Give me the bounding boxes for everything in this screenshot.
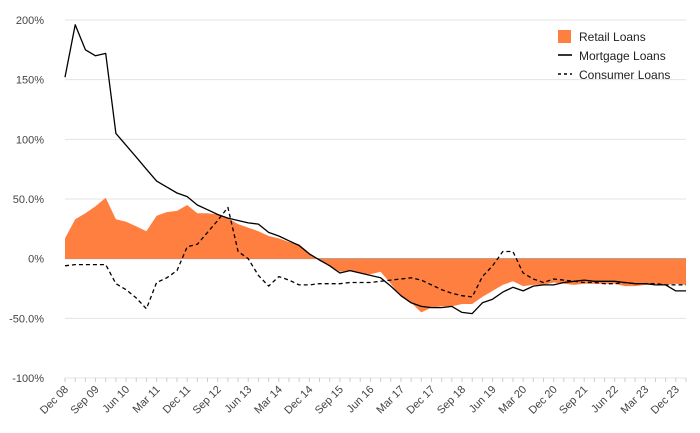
legend-label-retail-loans: Retail Loans: [579, 30, 646, 44]
y-tick-label: -100%: [12, 373, 44, 385]
x-tick-label: Sep 09: [69, 384, 102, 417]
x-tick-label: Dec 17: [404, 384, 437, 417]
x-tick-label: Sep 18: [435, 384, 468, 417]
y-tick-label: 150%: [16, 75, 44, 87]
x-tick-label: Dec 23: [649, 384, 682, 417]
legend: Retail Loans Mortgage Loans Consumer Loa…: [558, 30, 670, 82]
legend-label-consumer-loans: Consumer Loans: [579, 68, 670, 82]
x-tick-label: Mar 20: [497, 384, 530, 417]
x-tick-label: Sep 15: [313, 384, 346, 417]
x-tick-label: Mar 23: [619, 384, 652, 417]
series-line-mortgage-loans: [64, 24, 686, 315]
x-tick-label: Dec 11: [161, 384, 194, 417]
x-tick-label: Jun 10: [100, 384, 132, 416]
x-tick-label: Mar 14: [252, 384, 285, 417]
x-tick-label: Dec 14: [282, 384, 315, 417]
x-tick-label: Dec 08: [38, 384, 71, 417]
y-axis: 200% 150% 100% 50.0% 0% -50.0% -100%: [9, 15, 44, 385]
series-area-retail-loans: [65, 197, 686, 313]
x-tick-label: Jun 19: [467, 384, 499, 416]
x-tick-label: Mar 17: [374, 384, 407, 417]
y-tick-label: -50.0%: [9, 313, 44, 325]
plot-area: [64, 24, 686, 315]
x-tick-label: Mar 11: [131, 384, 163, 416]
series-line-consumer-loans: [64, 206, 686, 310]
y-tick-label: 0%: [28, 254, 44, 266]
legend-label-mortgage-loans: Mortgage Loans: [579, 49, 666, 63]
y-tick-label: 50.0%: [13, 194, 44, 206]
x-tick-label: Jun 16: [345, 384, 377, 416]
legend-swatch-retail-loans: [558, 30, 571, 43]
y-tick-label: 200%: [16, 15, 44, 27]
x-tick-label: Jun 13: [223, 384, 255, 416]
x-tick-label: Jun 22: [589, 384, 621, 416]
x-tick-label: Sep 12: [191, 384, 224, 417]
y-tick-label: 100%: [16, 134, 44, 146]
x-tick-label: Dec 20: [527, 384, 560, 417]
x-tick-label: Sep 21: [557, 384, 590, 417]
